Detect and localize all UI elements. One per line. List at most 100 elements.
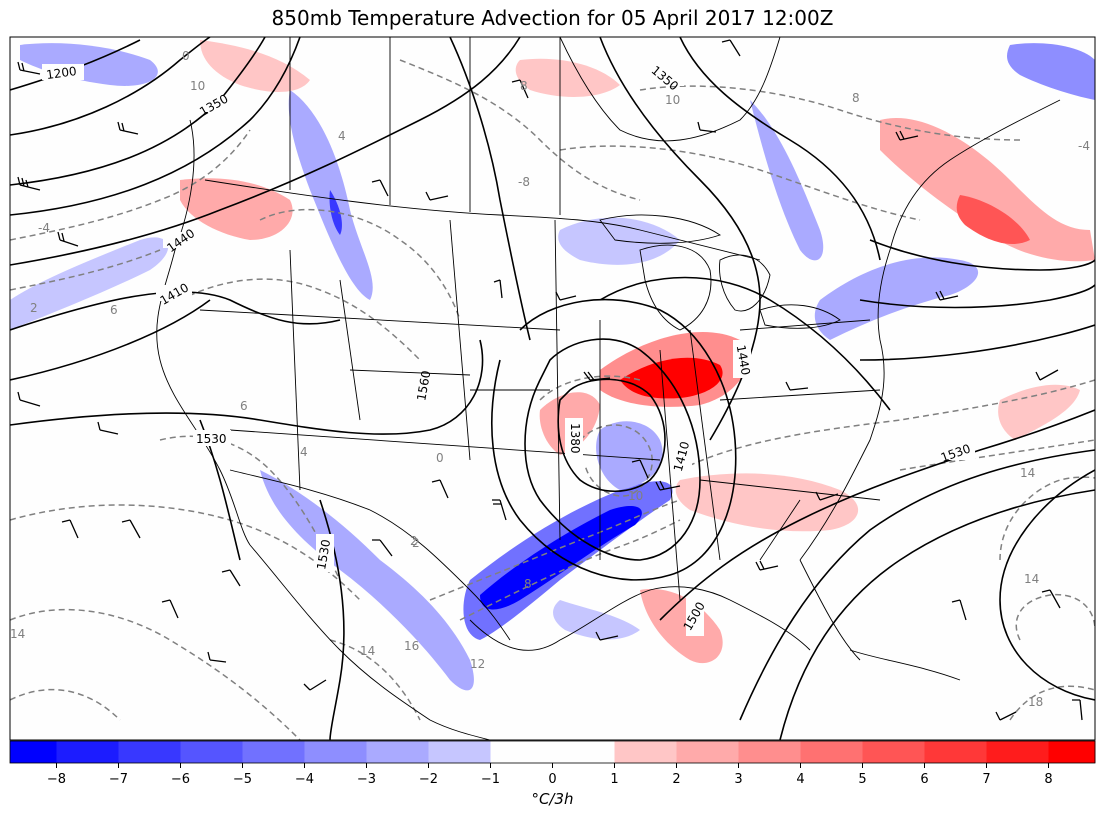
state-line — [339, 279, 361, 421]
colorbar-tick-label: −7 — [109, 772, 128, 787]
wind-barb — [493, 279, 503, 299]
temperature-label: 8 — [520, 79, 528, 93]
coastline-mexico-west — [249, 544, 491, 740]
warm-advection-area-northeast — [880, 118, 1095, 262]
temperature-label: -4 — [1078, 139, 1090, 153]
wind-barb — [161, 599, 179, 619]
wind-barb — [595, 631, 619, 641]
wind-barb — [555, 291, 577, 301]
temperature-label: -8 — [518, 175, 530, 189]
wind-barb — [1041, 589, 1061, 609]
wind-barb — [121, 519, 141, 539]
wind-barb — [1035, 369, 1059, 381]
temperature-contour — [899, 439, 1095, 471]
wind-barb — [721, 39, 741, 57]
height-contour — [10, 299, 211, 381]
temperature-label: 2 — [410, 534, 418, 548]
colorbar-segment — [428, 741, 491, 763]
state-line — [689, 329, 721, 561]
temperature-contour — [1009, 685, 1095, 721]
cold-advection-area-gulf — [553, 600, 640, 640]
state-line — [554, 219, 561, 541]
state-line — [449, 219, 471, 461]
temperature-label: 18 — [1028, 695, 1043, 709]
wind-barb — [631, 459, 649, 479]
colorbar-segment — [614, 741, 677, 763]
state-line — [659, 349, 681, 601]
state-line — [719, 389, 881, 401]
temperature-contour — [429, 499, 681, 601]
temperature-label: -4 — [38, 221, 50, 235]
temperature-label: 8 — [852, 91, 860, 105]
colorbar-segment — [924, 741, 987, 763]
colorbar-segment — [862, 741, 925, 763]
temperature-contour — [679, 379, 1095, 471]
colorbar-segment — [738, 741, 801, 763]
temperature-label: 8 — [524, 577, 532, 591]
temperature-label: 14 — [360, 644, 375, 658]
temperature-contour — [179, 278, 421, 361]
colorbar-tick-label: −3 — [357, 772, 376, 787]
wind-barb — [221, 569, 241, 587]
height-contour — [10, 37, 211, 136]
wind-barb — [583, 371, 611, 381]
colorbar-segment — [366, 741, 429, 763]
state-line — [289, 249, 301, 491]
border-us-mexico — [229, 469, 511, 641]
wind-barb — [17, 176, 41, 191]
temperature-contour — [10, 688, 121, 721]
cold-advection-area-southwest — [260, 470, 474, 691]
state-line — [199, 309, 561, 331]
warm-advection-area-canada — [200, 40, 310, 92]
colorbar-segment — [56, 741, 119, 763]
height-contour — [869, 239, 1095, 271]
map-frame — [9, 36, 1096, 741]
colorbar-label: °C/3h — [531, 790, 574, 808]
temperature-label: 2 — [412, 536, 420, 550]
height-label: 1530 — [196, 432, 227, 446]
temperature-contour — [999, 476, 1095, 561]
temperature-label: 14 — [1020, 466, 1035, 480]
temperature-label: 4 — [300, 445, 308, 459]
warm-advection-area-atlantic-core — [956, 195, 1030, 245]
colorbar-segment — [242, 741, 305, 763]
temperature-label: 0 — [436, 451, 444, 465]
cold-advection-area-northwest — [20, 43, 158, 86]
warm-advection-area-east — [998, 384, 1080, 440]
height-contour — [599, 276, 891, 411]
height-label: 1530 — [314, 538, 333, 571]
height-contour — [999, 469, 1095, 701]
temperature-contour — [639, 85, 1021, 141]
coastline-gulf — [469, 586, 811, 651]
height-label: 1440 — [734, 344, 753, 377]
height-label: 1200 — [45, 64, 77, 82]
colorbar-tick-label: 0 — [548, 772, 556, 787]
wind-barb — [207, 651, 227, 663]
cold-advection-area-ontario — [750, 100, 824, 261]
wind-barb — [511, 79, 529, 99]
temperature-contour — [559, 145, 921, 221]
state-line — [699, 479, 881, 501]
temperature-contour — [459, 519, 681, 621]
border-us-canada — [204, 179, 761, 261]
height-contour — [10, 37, 266, 186]
temperature-label: 0 — [182, 49, 190, 63]
height-label: 1560 — [414, 369, 433, 402]
wind-barb — [371, 179, 389, 197]
height-contour — [491, 298, 737, 581]
coastline-atlantic — [799, 99, 1061, 561]
warm-advection-area-pacific-nw — [180, 178, 293, 240]
wind-barb — [61, 519, 79, 539]
height-contour — [10, 37, 521, 266]
temperature-label: 4 — [338, 129, 346, 143]
colorbar-tick-label: 5 — [858, 772, 866, 787]
great-lakes — [639, 244, 712, 331]
height-contour — [739, 449, 1095, 721]
wind-barb — [815, 491, 839, 501]
temperature-label: 10 — [665, 93, 680, 107]
wind-barb — [303, 679, 327, 691]
colorbar-tick-label: −8 — [47, 772, 66, 787]
wind-barb — [655, 480, 681, 491]
coastline-pacific — [156, 119, 251, 546]
